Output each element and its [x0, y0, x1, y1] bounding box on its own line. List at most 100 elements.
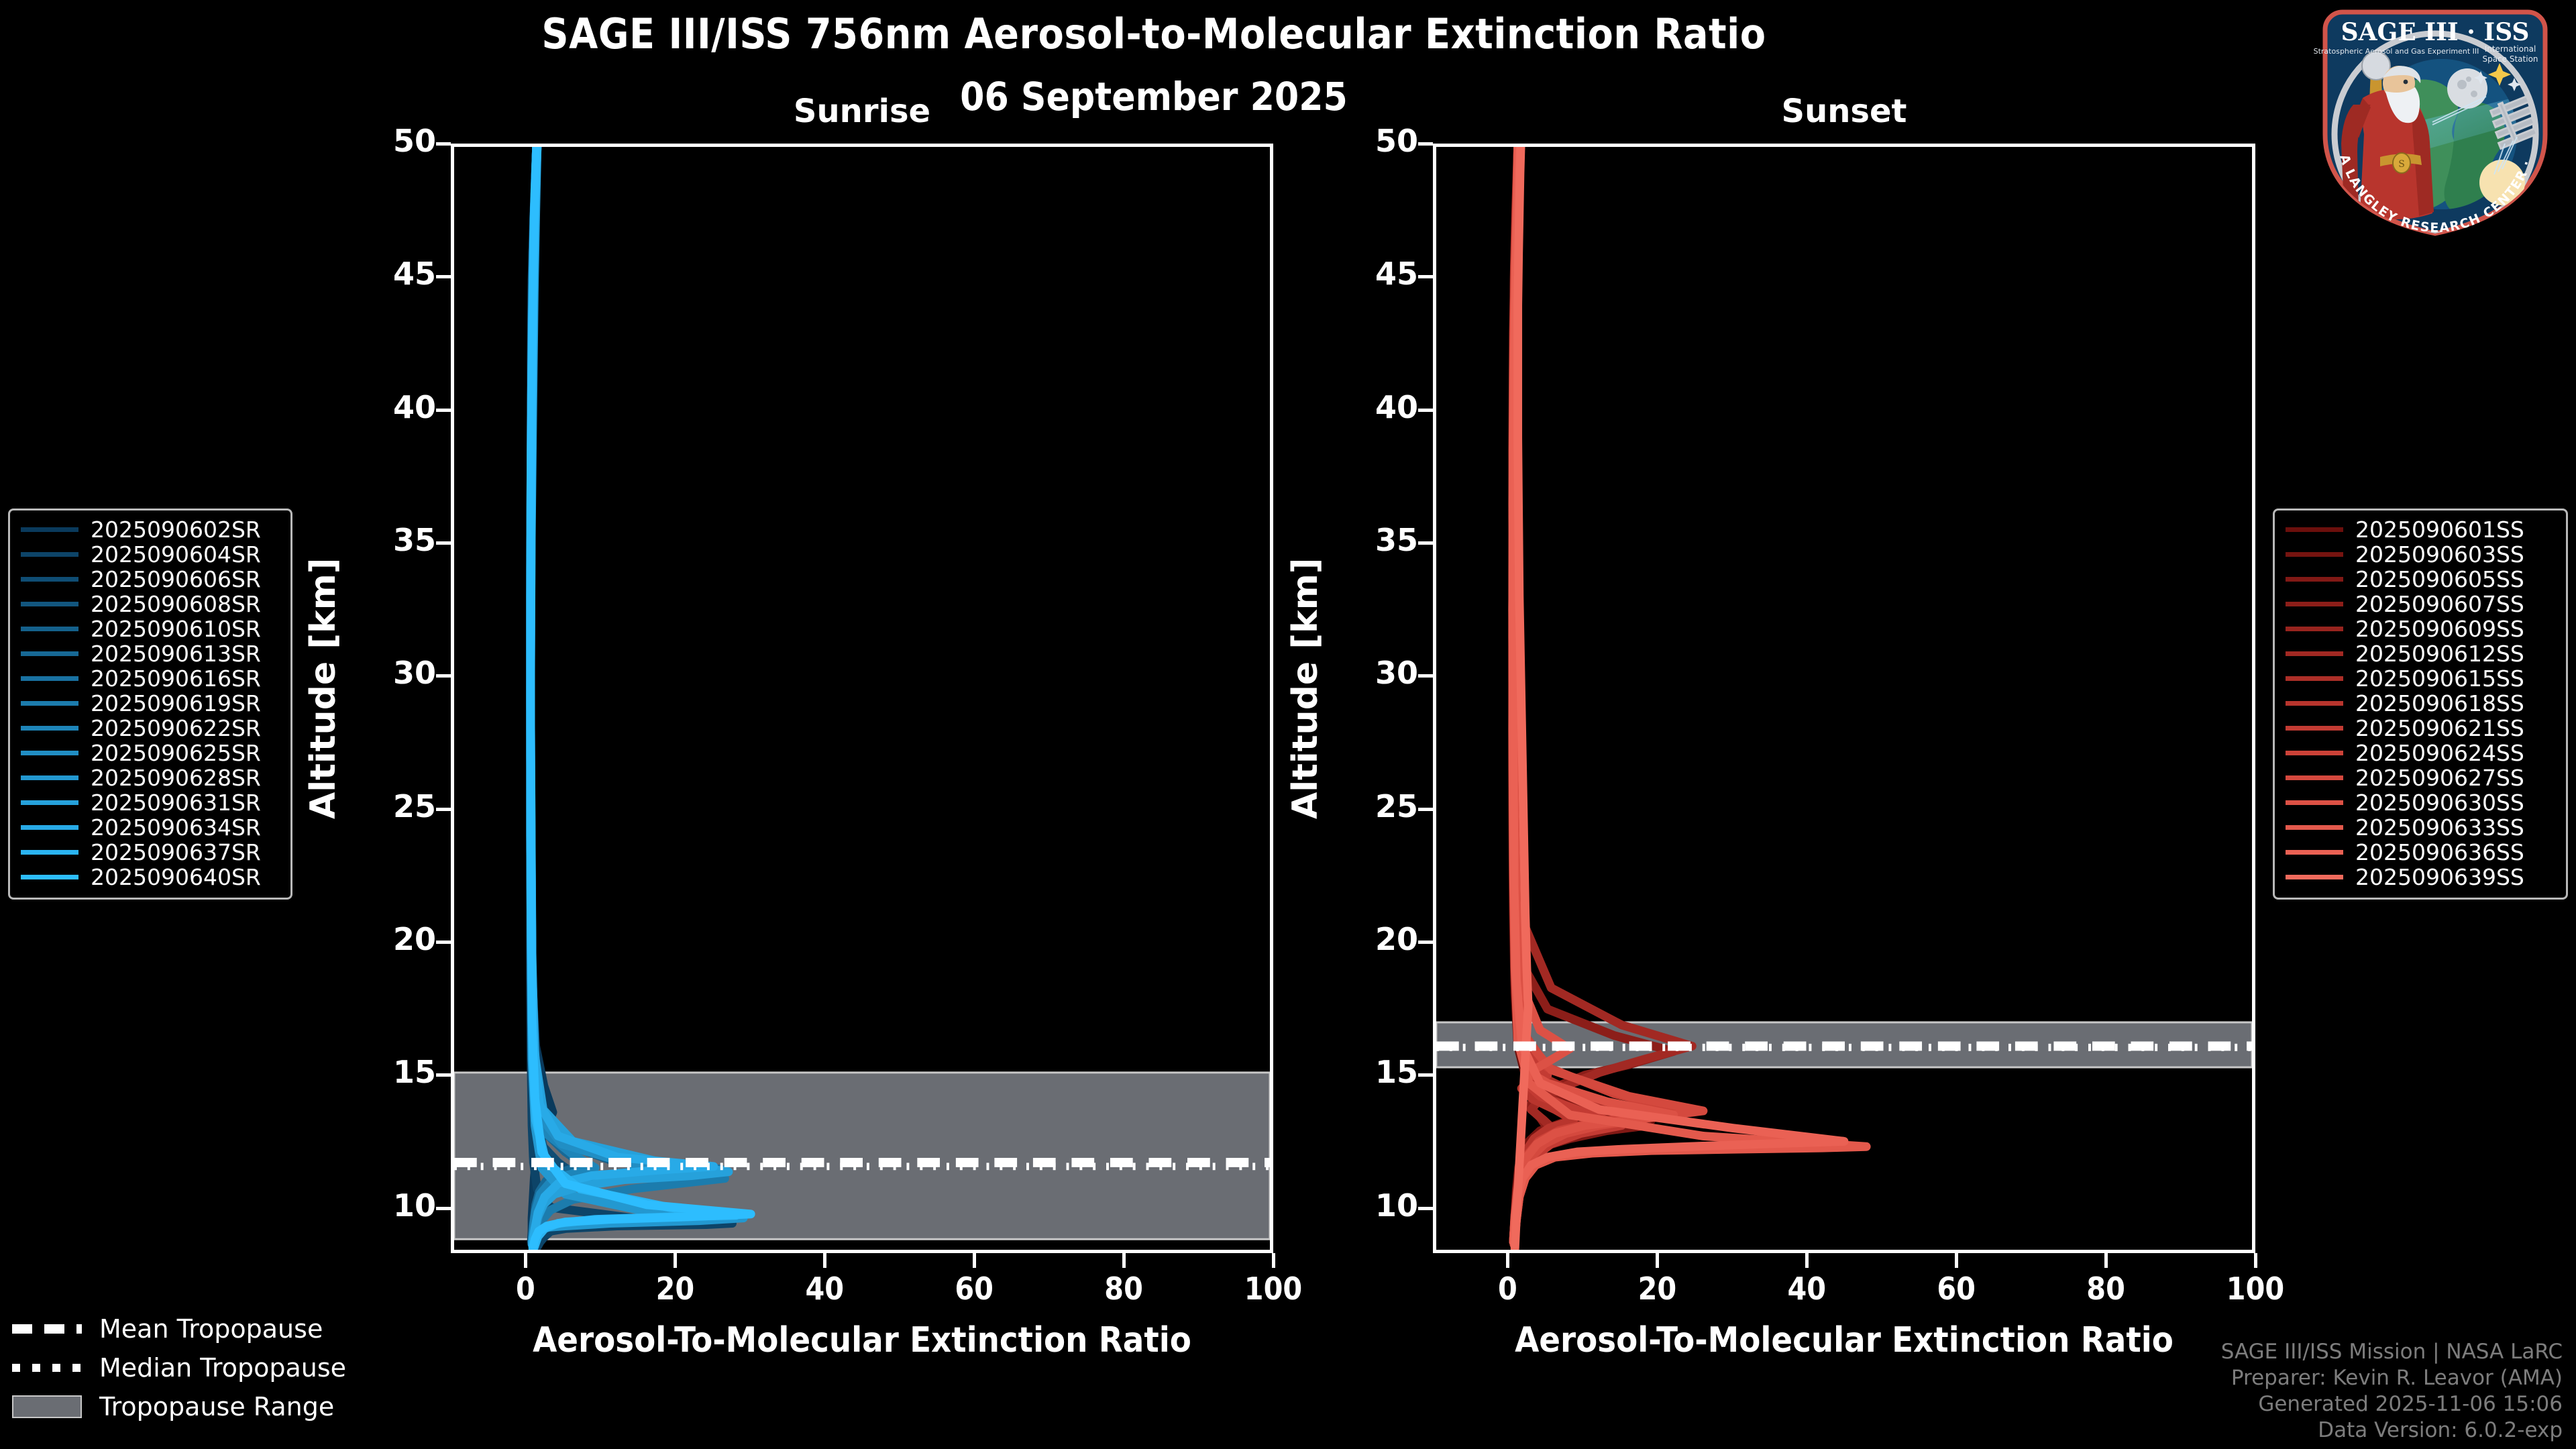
legend-color-swatch-icon — [2286, 751, 2343, 755]
legend-item-label: 2025090608SR — [91, 591, 261, 617]
tropopause-range-label: Tropopause Range — [99, 1392, 335, 1421]
legend-item-label: 2025090601SS — [2355, 517, 2524, 543]
y-axis-tick-label: 45 — [392, 256, 436, 292]
sunrise-plot-area — [451, 144, 1273, 1253]
page-title: SAGE III/ISS 756nm Aerosol-to-Molecular … — [541, 9, 1766, 58]
y-axis-tick-label: 40 — [392, 388, 436, 425]
x-axis-tick-mark — [674, 1253, 678, 1268]
patch-subtitle-right-2: Space Station — [2482, 54, 2538, 64]
legend-color-swatch-icon — [21, 676, 78, 681]
legend-item-label: 2025090637SR — [91, 839, 261, 865]
y-axis-tick-label: 20 — [1375, 920, 1418, 957]
sunrise-legend: 2025090602SR 2025090604SR 2025090606SR 2025… — [8, 508, 292, 900]
x-axis-tick-mark — [2104, 1253, 2108, 1268]
y-axis-tick-label: 50 — [392, 123, 436, 159]
x-axis-tick-label: 80 — [1104, 1271, 1143, 1307]
x-axis-tick-mark — [1805, 1253, 1809, 1268]
legend-item: 2025090607SS — [2286, 591, 2555, 617]
sunrise-profile-canvas — [454, 147, 1270, 1250]
y-axis-tick-label: 50 — [1375, 123, 1418, 159]
legend-item-label: 2025090624SS — [2355, 740, 2524, 766]
y-axis-tick-mark — [436, 674, 451, 678]
legend-item: 2025090608SR — [21, 591, 280, 617]
legend-item: 2025090640SR — [21, 864, 280, 890]
legend-item: 2025090602SR — [21, 517, 280, 543]
profile-line — [1510, 147, 1533, 1250]
legend-item-label: 2025090634SR — [91, 814, 261, 841]
tropopause-range-swatch-icon — [12, 1395, 82, 1418]
x-axis-tick-label: 40 — [805, 1271, 845, 1307]
y-axis-tick-mark — [1418, 1206, 1433, 1210]
x-axis-tick-mark — [524, 1253, 528, 1268]
legend-item: 2025090628SR — [21, 765, 280, 791]
y-axis-tick-mark — [436, 541, 451, 545]
legend-item: 2025090633SS — [2286, 814, 2555, 841]
legend-color-swatch-icon — [2286, 676, 2343, 681]
legend-color-swatch-icon — [2286, 552, 2343, 557]
legend-color-swatch-icon — [2286, 602, 2343, 606]
legend-item-label: 2025090602SR — [91, 517, 261, 543]
legend-item: 2025090630SS — [2286, 790, 2555, 816]
legend-color-swatch-icon — [2286, 825, 2343, 830]
x-axis-tick-label: 80 — [2086, 1271, 2125, 1307]
legend-color-swatch-icon — [2286, 651, 2343, 656]
y-axis-tick-mark — [436, 275, 451, 279]
legend-item: 2025090604SR — [21, 541, 280, 568]
legend-color-swatch-icon — [21, 825, 78, 830]
x-axis-tick-mark — [973, 1253, 977, 1268]
legend-color-swatch-icon — [2286, 627, 2343, 631]
x-axis-title: Aerosol-To-Molecular Extinction Ratio — [533, 1320, 1191, 1360]
x-axis-tick-label: 40 — [1787, 1271, 1827, 1307]
x-axis-tick-label: 20 — [1638, 1271, 1677, 1307]
legend-item: 2025090621SS — [2286, 715, 2555, 741]
x-axis-tick-mark — [1272, 1253, 1275, 1268]
x-axis-tick-mark — [1955, 1253, 1959, 1268]
legend-color-swatch-icon — [2286, 800, 2343, 805]
legend-item-label: 2025090627SS — [2355, 765, 2524, 791]
y-axis-tick-label: 10 — [1375, 1187, 1418, 1224]
credits-block: SAGE III/ISS Mission | NASA LaRC Prepare… — [2221, 1339, 2563, 1444]
y-axis-tick-mark — [436, 1206, 451, 1210]
legend-item: 2025090619SR — [21, 690, 280, 716]
legend-item-label: 2025090616SR — [91, 665, 261, 692]
y-axis-tick-label: 20 — [392, 920, 436, 957]
y-axis-tick-mark — [436, 807, 451, 811]
legend-color-swatch-icon — [21, 850, 78, 855]
legend-item: 2025090601SS — [2286, 517, 2555, 543]
legend-item: 2025090615SS — [2286, 665, 2555, 692]
mean-tropopause-line-icon — [12, 1324, 82, 1334]
legend-item: 2025090606SR — [21, 566, 280, 592]
y-axis-tick-label: 10 — [392, 1187, 436, 1224]
legend-item-label: 2025090606SR — [91, 566, 261, 592]
x-axis-tick-label: 60 — [1937, 1271, 1976, 1307]
legend-item-median-tropopause: Median Tropopause — [12, 1348, 361, 1387]
legend-item-label: 2025090630SS — [2355, 790, 2524, 816]
legend-color-swatch-icon — [2286, 701, 2343, 706]
legend-item: 2025090609SS — [2286, 616, 2555, 642]
legend-item-label: 2025090607SS — [2355, 591, 2524, 617]
legend-item: 2025090639SS — [2286, 864, 2555, 890]
x-axis-tick-mark — [823, 1253, 827, 1268]
credit-preparer: Preparer: Kevin R. Leavor (AMA) — [2231, 1365, 2563, 1390]
legend-item-label: 2025090628SR — [91, 765, 261, 791]
x-axis-tick-label: 100 — [2226, 1271, 2285, 1307]
x-axis-tick-mark — [1122, 1253, 1126, 1268]
legend-item: 2025090612SS — [2286, 641, 2555, 667]
legend-item-label: 2025090610SR — [91, 616, 261, 642]
legend-item-label: 2025090631SR — [91, 790, 261, 816]
legend-color-swatch-icon — [2286, 875, 2343, 879]
legend-item-label: 2025090622SR — [91, 715, 261, 741]
legend-item: 2025090624SS — [2286, 740, 2555, 766]
y-axis-tick-mark — [1418, 408, 1433, 412]
y-axis-tick-label: 30 — [392, 655, 436, 692]
legend-item-label: 2025090604SR — [91, 541, 261, 568]
credit-generated: Generated 2025-11-06 15:06 — [2258, 1391, 2563, 1416]
y-axis-tick-mark — [1418, 807, 1433, 811]
y-axis-tick-label: 15 — [1375, 1054, 1418, 1091]
x-axis-tick-label: 100 — [1244, 1271, 1303, 1307]
legend-item-label: 2025090625SR — [91, 740, 261, 766]
sage3-iss-mission-patch-logo: S SAGE III · ISS Stratospheric Aerosol a… — [2295, 0, 2569, 239]
legend-item: 2025090622SR — [21, 715, 280, 741]
y-axis-tick-mark — [1418, 674, 1433, 678]
legend-item: 2025090631SR — [21, 790, 280, 816]
